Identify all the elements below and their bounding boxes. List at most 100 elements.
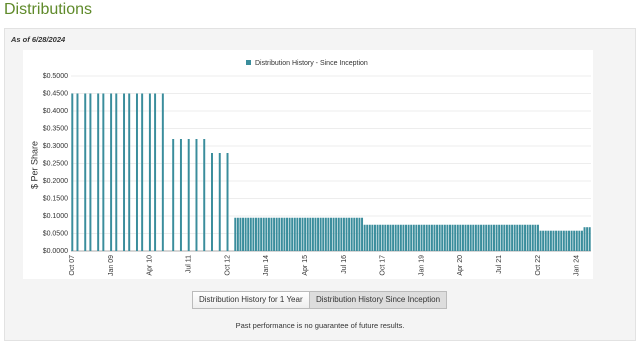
bar [84,93,87,251]
bar [298,217,301,251]
bar [394,224,397,251]
bar [397,224,400,251]
bar [350,217,353,251]
legend-label: Distribution History - Since Inception [255,60,368,67]
bar [560,230,563,251]
bar [76,93,79,251]
bar [239,217,242,251]
button-1-year[interactable]: Distribution History for 1 Year [192,291,310,309]
bar [265,217,268,251]
button-since-inception[interactable]: Distribution History Since Inception [309,291,448,309]
bar [511,224,514,251]
bar [128,93,131,251]
bar [534,224,537,251]
bar [586,227,589,251]
bar [141,93,144,251]
bar [526,224,529,251]
bar [423,224,426,251]
bar [254,217,257,251]
bar [371,224,374,251]
bar [451,224,454,251]
bar [410,224,413,251]
bar [242,217,245,251]
bar [480,224,483,251]
bar [536,224,539,251]
bar [71,93,74,251]
bar [456,224,459,251]
bar [516,224,519,251]
bar [102,93,105,251]
bar [428,224,431,251]
x-tick-label: Jan 24 [574,255,581,276]
bar [296,217,299,251]
page-title: Distributions [4,1,93,18]
x-tick-label: Jan 09 [108,255,115,276]
bar [247,217,250,251]
bar [278,217,281,251]
bar [330,217,332,251]
chart: $ Per Share $0.0000 $0.0500 $0.1000 $0.1500… [23,50,593,279]
bar [575,230,578,251]
x-tick-label: Jan 14 [263,255,270,276]
bar [311,217,314,251]
bar [477,224,480,251]
bar [373,224,376,251]
bar [508,224,511,251]
bar [565,230,568,251]
bar [405,224,408,251]
bar [161,93,164,251]
bar [441,224,444,251]
bar [379,224,382,251]
bar [306,217,309,251]
x-tick-label: Apr 15 [302,255,309,276]
bar [578,230,581,251]
bar [392,224,395,251]
bar [490,224,493,251]
bar [500,224,503,251]
bar [363,224,366,251]
bar [485,224,488,251]
bar [529,224,532,251]
bar [436,224,439,251]
bar [549,230,552,251]
bar [348,217,351,251]
x-tick-label: Apr 20 [457,255,464,276]
bar [472,224,475,251]
y-tick-label: $0.4500 [43,90,68,97]
bar [368,224,371,251]
bar [319,217,322,251]
bar [420,224,423,251]
bar [257,217,260,251]
bar [474,224,477,251]
bar [267,217,270,251]
bar [187,139,190,251]
bar [498,224,501,251]
bar [573,230,576,251]
bar [273,217,276,251]
bar [340,217,343,251]
x-tick-label: Oct 07 [69,255,76,276]
bar [376,224,379,251]
bar [324,217,327,251]
bar [345,217,348,251]
bar [568,230,570,251]
bar [464,224,467,251]
y-tick-label: $0.5000 [43,73,68,80]
bar [461,224,464,251]
bar [115,93,118,251]
y-tick-label: $0.0000 [43,248,68,255]
bar [211,153,213,251]
y-tick-label: $0.4000 [43,108,68,115]
bar [542,230,545,251]
bar [415,224,418,251]
x-tick-label: Oct 22 [535,255,542,276]
bar [521,224,524,251]
bar [148,93,151,251]
bar [547,230,550,251]
y-tick-label: $0.2000 [43,178,68,185]
bar [301,217,304,251]
bar [322,217,325,251]
bar [518,224,521,251]
panel: As of 6/28/2024 $ Per Share $0.0000 $0.05… [4,28,636,341]
bar [503,224,506,251]
